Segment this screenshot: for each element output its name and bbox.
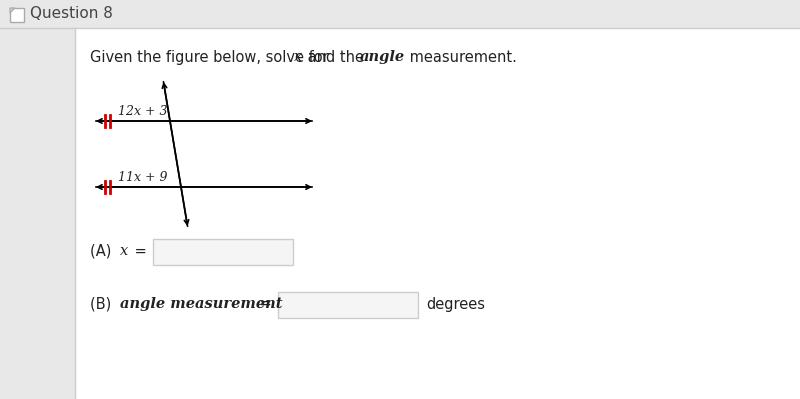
Text: x: x	[120, 244, 128, 258]
Bar	[0, 0, 800, 28]
Bar	[153, 239, 293, 265]
Bar	[10, 8, 24, 22]
Text: 12x + 3: 12x + 3	[118, 105, 167, 118]
Text: degrees: degrees	[426, 296, 485, 312]
Bar	[278, 292, 418, 318]
Text: Given the figure below, solve for: Given the figure below, solve for	[90, 50, 334, 65]
Text: =: =	[130, 243, 146, 259]
Bar	[0, 28, 75, 399]
Polygon shape	[10, 8, 15, 13]
Text: =: =	[255, 296, 272, 312]
Text: (B): (B)	[90, 296, 116, 312]
Text: angle: angle	[360, 50, 405, 64]
Text: (A): (A)	[90, 243, 116, 259]
Text: x: x	[294, 50, 302, 64]
Text: 11x + 9: 11x + 9	[118, 171, 167, 184]
Text: measurement.: measurement.	[405, 50, 517, 65]
Text: Question 8: Question 8	[30, 6, 113, 22]
Text: and the: and the	[303, 50, 369, 65]
Text: angle measurement: angle measurement	[120, 297, 282, 311]
